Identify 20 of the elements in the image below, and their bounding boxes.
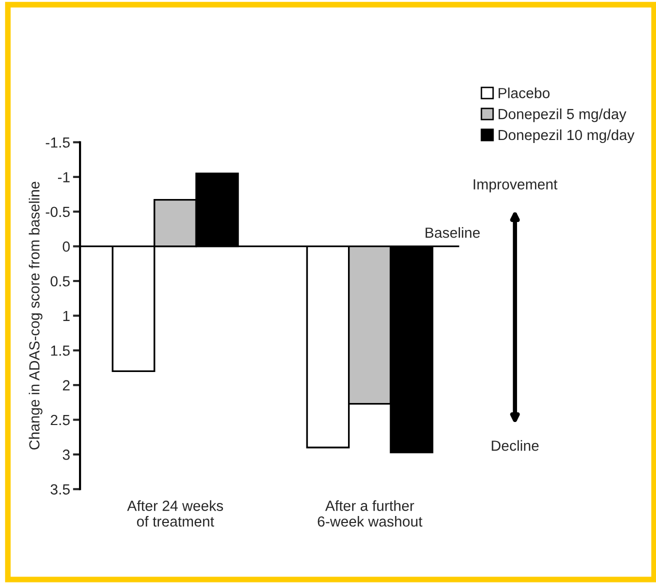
y-tick-label: -1 (58, 172, 70, 182)
x-tick-label: After a further 6-week washout (318, 500, 422, 527)
y-tick-label: 0.5 (50, 276, 70, 286)
text: Decline (492, 440, 539, 451)
y-tick-label: 1 (63, 310, 70, 321)
y-axis-title: Change in ADAS-cog score from baseline (28, 182, 42, 450)
legend-label: Donepezil 5 mg/day (498, 108, 626, 122)
y-tick-label: 2.5 (50, 414, 70, 426)
y-tick-label: 2 (62, 380, 70, 390)
text: Improvement (474, 179, 558, 192)
y-tick-label: 0 (62, 241, 70, 252)
x-tick-label: After 24 weeks of treatment (127, 500, 224, 527)
ref-line-label: Baseline (426, 227, 480, 238)
y-tick-label: 1.5 (51, 346, 70, 356)
y-tick-label: 3 (62, 450, 70, 460)
y-tick-label: 3.5 (50, 484, 70, 495)
y-tick-label: -0.5 (46, 206, 70, 218)
legend-label: Placebo (498, 88, 550, 98)
legend-label: Donepezil 10 mg/day (498, 129, 634, 144)
y-tick-label: -1.5 (46, 138, 70, 148)
